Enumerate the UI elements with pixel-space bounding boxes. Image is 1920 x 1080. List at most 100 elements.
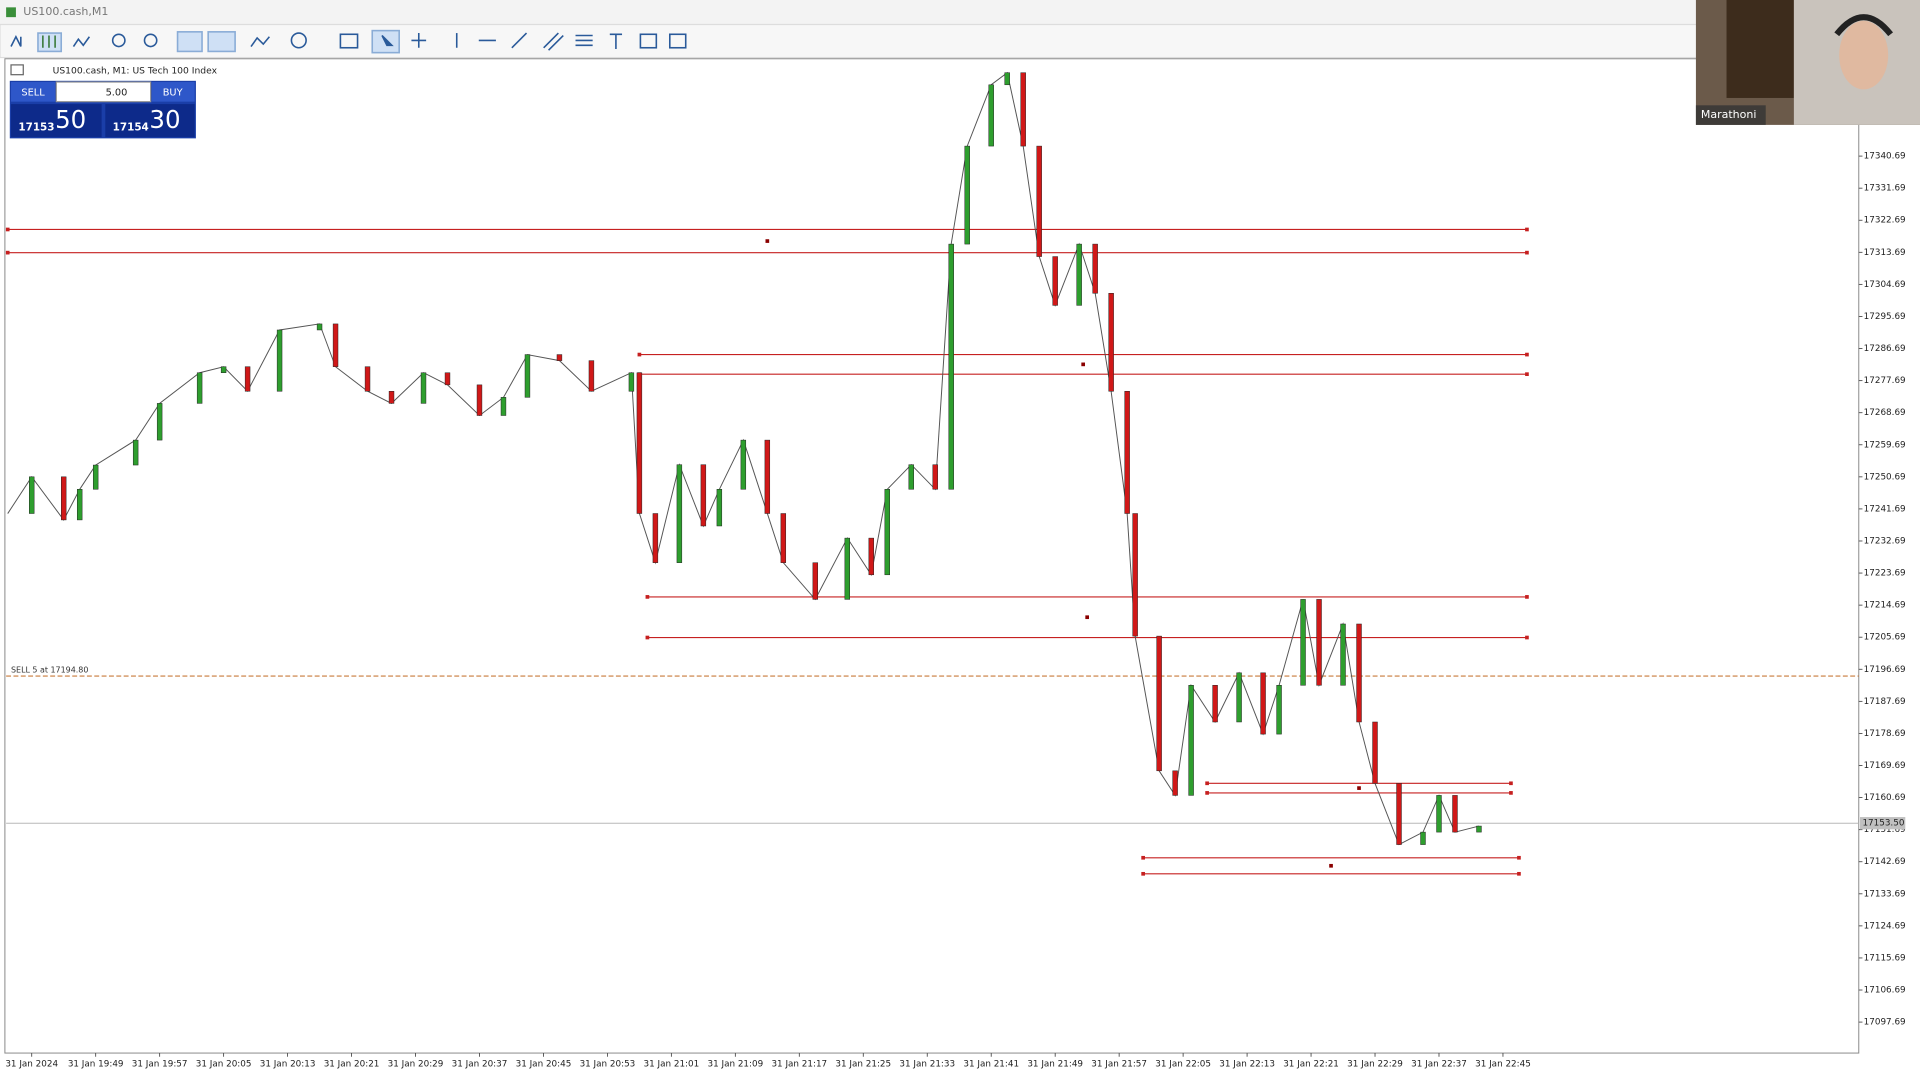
bullish-move [1004,72,1010,86]
chart-shift-button[interactable] [207,31,236,53]
toolbar [0,23,1920,59]
x-tick-label: 31 Jan 20:45 [516,1060,572,1070]
y-tick-label: 17277.69 [1864,376,1906,386]
bearish-move [1372,721,1378,784]
y-tick-label: 17232.69 [1864,536,1906,546]
bullish-move [276,329,283,392]
fibo-button[interactable] [575,34,593,47]
x-tick-label: 31 Jan 20:13 [260,1060,316,1070]
bullish-move [76,489,83,521]
x-tick-label: 31 Jan 20:21 [324,1060,380,1070]
zone-center [1357,786,1361,790]
x-tick-label: 31 Jan 20:37 [452,1060,508,1070]
x-tick-label: 31 Jan 21:33 [899,1060,955,1070]
buy-price-box[interactable] [105,104,195,138]
y-tick-label: 17205.69 [1864,633,1906,643]
bearish-move [60,476,67,521]
bearish-move [364,366,371,392]
bullish-move [1436,795,1442,833]
rectangle-button[interactable] [639,33,658,49]
bearish-move [932,464,938,490]
webcam-overlay: Marathoni [1695,0,1920,125]
y-tick-label: 17223.69 [1864,569,1906,579]
bearish-move [1132,513,1138,637]
bearish-move [388,391,395,404]
y-tick-label: 17250.69 [1864,472,1906,482]
bullish-move [844,537,850,600]
x-tick-label: 31 Jan 19:57 [132,1060,188,1070]
bullish-move [1276,685,1282,735]
zone-handle [1517,855,1521,860]
webcam-name: Marathoni [1701,108,1757,121]
zone-handle [1525,250,1529,255]
bearish-move [1124,391,1130,514]
bullish-move [1476,825,1482,833]
shapes-button[interactable] [669,33,687,49]
zone-handle [1525,372,1529,377]
bullish-move [740,439,747,490]
bearish-move [1036,145,1042,257]
bullish-move [1188,685,1194,796]
trendline-button[interactable] [511,32,528,49]
channel-button[interactable] [543,32,564,51]
y-tick-label: 17322.69 [1864,216,1906,226]
bullish-move [92,464,99,490]
y-tick-label: 17340.69 [1864,152,1906,162]
sell-button[interactable] [11,82,56,102]
text-button[interactable] [609,33,623,49]
y-tick-label: 17241.69 [1864,504,1906,514]
autoscroll-button[interactable] [176,31,203,53]
y-tick-label: 17331.69 [1864,184,1906,194]
bar-chart-button[interactable] [10,34,22,47]
bearish-move [868,537,874,576]
bearish-move [332,323,339,367]
y-tick-label: 17106.69 [1864,986,1906,996]
y-tick-label: 17160.69 [1864,793,1906,803]
sell-price-big: 50 [55,105,86,134]
sell-label: SELL [21,87,45,98]
webcam-label-bg [1695,105,1766,125]
bullish-move [1236,672,1242,723]
volume-value: 5.00 [106,87,128,98]
x-tick-label: 31 Jan 21:25 [835,1060,891,1070]
y-tick-label: 17313.69 [1864,248,1906,258]
sell-price-main: 17153 [18,121,54,133]
bearish-move [1396,783,1402,845]
x-tick-label: 31 Jan 2024 [5,1060,58,1070]
webcam-headphones [1834,14,1894,37]
zone-handle [637,352,642,357]
indicators-button[interactable] [250,36,270,47]
sell-price-box[interactable] [11,104,102,138]
bearish-move [1052,256,1058,306]
buy-label: BUY [163,87,183,98]
bearish-move [1020,72,1026,147]
bearish-move [1452,795,1458,833]
buy-price-big: 30 [149,105,180,134]
periods-button[interactable] [290,32,307,49]
bearish-move [1260,672,1266,735]
line-chart-button[interactable] [72,36,91,47]
zone-handle [1517,871,1521,876]
zone-handle [1525,227,1529,232]
app-icon [6,7,16,18]
bearish-move [444,372,451,386]
y-tick-label: 17151.69 [1864,825,1906,835]
buy-price-main: 17154 [113,121,149,133]
zone-handle [1525,352,1529,357]
zoom-in-button[interactable] [111,33,126,48]
bearish-move [1092,243,1098,294]
bullish-move [908,464,914,490]
buy-button[interactable] [151,82,195,102]
screenshot-button[interactable] [339,33,359,49]
crosshair-button[interactable] [411,33,427,48]
bearish-move [780,513,787,563]
bullish-move [220,366,227,373]
price-chart: 17097.69 17106.69 17115.69 17124.69 17133.69… [5,71,1906,1070]
y-tick-label: 17178.69 [1864,729,1906,739]
zoom-out-button[interactable] [143,33,158,48]
x-tick-label: 31 Jan 21:57 [1091,1060,1147,1070]
x-tick-label: 31 Jan 21:17 [771,1060,827,1070]
volume-input[interactable] [55,81,152,103]
zone-handle [1141,855,1145,860]
